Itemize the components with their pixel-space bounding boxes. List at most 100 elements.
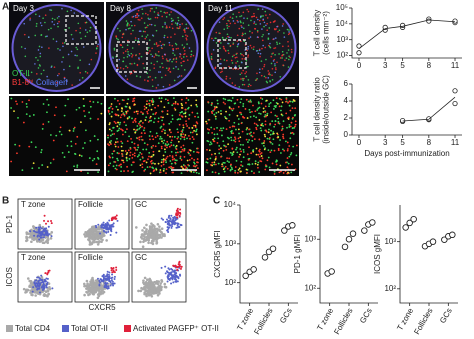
cell-dot xyxy=(249,132,251,135)
cell-dot xyxy=(84,35,87,38)
cell-dot xyxy=(74,54,76,57)
cell-dot xyxy=(246,8,248,11)
cell-dot xyxy=(279,139,281,141)
cell-dot xyxy=(175,48,178,50)
cell-dot xyxy=(157,104,160,107)
cell-dot xyxy=(91,159,94,162)
event xyxy=(112,269,115,272)
cell-dot xyxy=(256,163,259,166)
legend-swatch xyxy=(124,325,131,332)
event xyxy=(40,274,43,277)
cell-dot xyxy=(72,130,75,132)
event xyxy=(29,230,32,233)
cell-dot xyxy=(228,137,230,140)
cell-dot xyxy=(126,22,129,24)
cell-dot xyxy=(42,69,45,72)
cell-dot xyxy=(123,121,126,124)
event xyxy=(25,239,28,243)
cell-dot xyxy=(137,38,140,40)
cell-dot xyxy=(286,149,289,152)
event xyxy=(35,231,38,234)
event xyxy=(90,278,94,282)
cell-dot xyxy=(236,34,239,37)
cell-dot xyxy=(211,37,213,40)
cell-dot xyxy=(149,10,152,12)
cell-dot xyxy=(38,15,41,17)
cell-dot xyxy=(148,135,151,137)
cell-dot xyxy=(120,152,123,155)
cell-dot xyxy=(149,130,152,133)
event xyxy=(43,241,46,245)
cell-dot xyxy=(216,127,218,129)
event xyxy=(89,231,92,235)
cell-dot xyxy=(260,124,263,127)
cell-dot xyxy=(48,47,50,49)
image-legend: B1-8ʰⁱ xyxy=(12,78,33,87)
data-point xyxy=(452,100,458,107)
cell-dot xyxy=(32,114,35,116)
cell-dot xyxy=(210,110,213,113)
event xyxy=(36,287,39,290)
cell-dot xyxy=(87,172,89,175)
data-point xyxy=(281,227,288,234)
cell-dot xyxy=(115,105,118,108)
event xyxy=(169,273,172,276)
cell-dot xyxy=(25,103,28,105)
event xyxy=(166,228,169,231)
cell-dot xyxy=(292,116,294,119)
cell-dot xyxy=(159,71,162,73)
cell-dot xyxy=(145,106,148,109)
event xyxy=(26,277,30,280)
cell-dot xyxy=(192,171,195,174)
cell-dot xyxy=(288,145,291,147)
cell-dot xyxy=(290,51,293,53)
cell-dot xyxy=(288,100,291,103)
event xyxy=(156,286,160,290)
cell-dot xyxy=(261,39,264,42)
x-tick-label: Follicles xyxy=(252,307,274,337)
cell-dot xyxy=(157,50,160,53)
cell-dot xyxy=(261,47,263,50)
cell-dot xyxy=(107,143,109,145)
cell-dot xyxy=(166,134,169,137)
cell-dot xyxy=(164,132,166,135)
cell-dot xyxy=(116,67,119,69)
cell-dot xyxy=(263,65,265,68)
cell-dot xyxy=(68,27,70,29)
cell-dot xyxy=(190,53,193,56)
cell-dot xyxy=(254,110,257,113)
cell-dot xyxy=(125,20,128,22)
cell-dot xyxy=(150,119,153,122)
cell-dot xyxy=(225,110,227,113)
cell-dot xyxy=(279,75,282,78)
cell-dot xyxy=(234,66,237,68)
event xyxy=(36,283,39,286)
cell-dot xyxy=(239,136,242,139)
cell-dot xyxy=(117,121,120,124)
cell-dot xyxy=(55,106,57,109)
cell-dot xyxy=(229,77,231,80)
cell-dot xyxy=(156,135,159,137)
cell-dot xyxy=(180,98,183,101)
cell-dot xyxy=(159,169,162,171)
event xyxy=(34,279,37,282)
cell-dot xyxy=(291,127,294,130)
cell-dot xyxy=(196,151,199,153)
cell-dot xyxy=(253,46,255,48)
cell-dot xyxy=(262,107,265,110)
cell-dot xyxy=(56,81,58,84)
event xyxy=(95,240,98,244)
cell-dot xyxy=(236,114,239,117)
cell-dot xyxy=(148,39,151,41)
cell-dot xyxy=(152,150,155,153)
event xyxy=(31,237,34,241)
zoom-box xyxy=(217,39,247,69)
cell-dot xyxy=(231,125,234,128)
cell-dot xyxy=(163,168,165,170)
event xyxy=(170,282,173,285)
cell-dot xyxy=(112,150,115,153)
cell-dot xyxy=(151,47,153,50)
cell-dot xyxy=(176,24,179,26)
cell-dot xyxy=(37,59,39,61)
cell-dot xyxy=(197,161,199,164)
